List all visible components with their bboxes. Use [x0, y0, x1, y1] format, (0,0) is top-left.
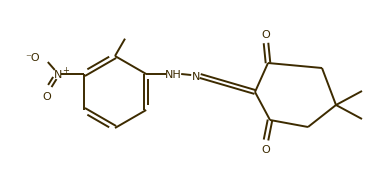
- Text: O: O: [262, 145, 270, 155]
- Text: +: +: [62, 65, 69, 75]
- Text: N: N: [192, 72, 200, 82]
- Text: O: O: [42, 92, 51, 102]
- Text: N: N: [53, 70, 62, 80]
- Text: NH: NH: [165, 70, 181, 80]
- Text: ⁻O: ⁻O: [25, 53, 40, 63]
- Text: O: O: [262, 30, 270, 40]
